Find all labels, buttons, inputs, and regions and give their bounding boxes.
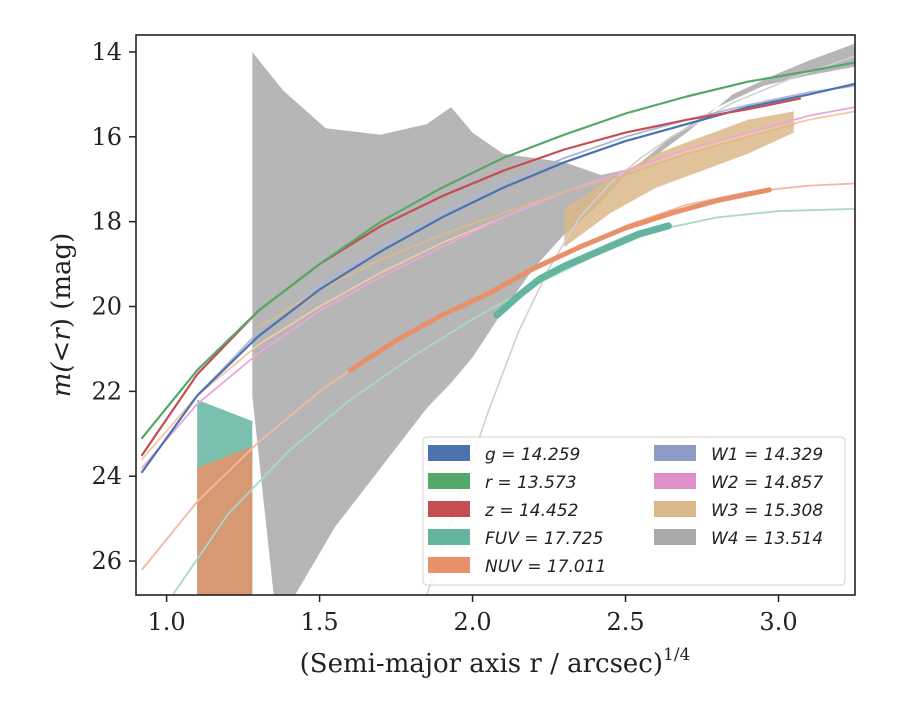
y-tick-label: 26 xyxy=(91,547,122,575)
plot-frame xyxy=(135,34,856,596)
y-tick-label: 20 xyxy=(91,293,122,321)
legend-swatch xyxy=(428,501,470,517)
chart-legend: g = 14.259 r = 13.573 z = 14.452 FUV = 17.7… xyxy=(422,436,846,586)
legend-label: FUV = 17.725 xyxy=(485,529,603,549)
series-band xyxy=(252,43,855,595)
series-line xyxy=(141,61,855,440)
legend-swatch xyxy=(654,529,696,545)
legend-label: W2 = 14.857 xyxy=(711,473,823,493)
series-line xyxy=(493,222,672,319)
y-tick-label: 22 xyxy=(91,377,122,405)
series-line xyxy=(257,123,795,329)
x-axis-label-exponent: 1/4 xyxy=(663,645,690,665)
x-axis-label-text: (Semi-major axis r / arcsec) xyxy=(300,649,663,679)
x-axis-label: (Semi-major axis r / arcsec)1/4 xyxy=(300,645,691,679)
legend-label: g = 14.259 xyxy=(485,445,580,465)
legend-swatch xyxy=(654,501,696,517)
y-tick-label: 24 xyxy=(91,462,122,490)
x-tick-label: 1.0 xyxy=(148,608,186,636)
legend-swatch xyxy=(428,445,470,461)
legend-swatch xyxy=(428,557,470,573)
x-tick-label: 1.5 xyxy=(300,608,338,636)
x-tick-label: 2.5 xyxy=(606,608,644,636)
series-band xyxy=(197,446,253,595)
legend-label: r = 13.573 xyxy=(485,473,577,493)
y-axis-label-part: r xyxy=(47,327,77,341)
series-line xyxy=(347,187,772,373)
legend-swatch xyxy=(428,529,470,545)
y-axis-label-part: m( xyxy=(47,362,77,398)
plot-area xyxy=(141,43,855,595)
series-line xyxy=(141,85,855,473)
legend-label: W1 = 14.329 xyxy=(711,445,823,465)
series-line xyxy=(425,55,855,595)
x-tick-label: 3.0 xyxy=(759,608,797,636)
legend-frame xyxy=(422,436,846,586)
series-line xyxy=(141,82,855,474)
legend-swatch xyxy=(654,445,696,461)
series-line xyxy=(171,207,855,595)
legend-label: W3 = 15.308 xyxy=(711,501,823,521)
y-tick-label: 16 xyxy=(91,123,122,151)
legend-swatch xyxy=(428,473,470,489)
legend-label: NUV = 17.011 xyxy=(485,557,606,577)
x-tick-label: 2.0 xyxy=(453,608,491,636)
series-band xyxy=(564,111,794,248)
legend-swatch xyxy=(654,473,696,489)
y-tick-label: 18 xyxy=(91,208,122,236)
y-axis-label-part: < xyxy=(47,341,77,363)
y-axis-label-part: ) (mag) xyxy=(47,233,77,329)
axis-ticks: 1.0 1.5 2.0 2.5 3.0 14 16 18 20 22 24 26 xyxy=(91,38,797,636)
y-tick-label: 14 xyxy=(91,38,122,66)
legend-label: z = 14.452 xyxy=(484,501,578,521)
legend-label: W4 = 13.514 xyxy=(711,529,823,549)
y-axis-label: m(<r) (mag) xyxy=(47,233,77,398)
series-line xyxy=(141,106,855,469)
